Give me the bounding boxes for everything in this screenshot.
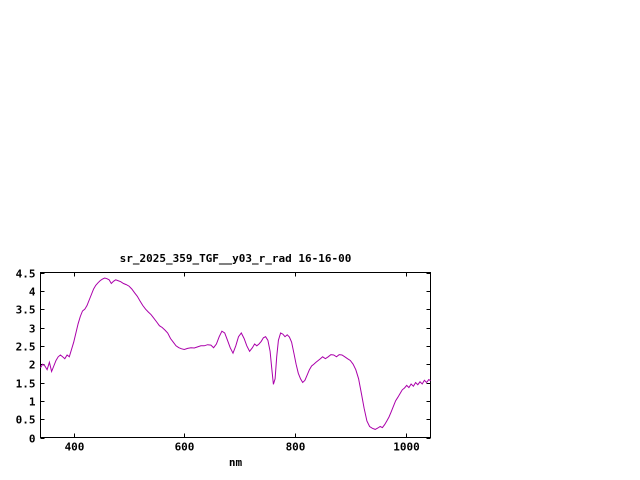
x-axis-label: nm bbox=[229, 456, 243, 469]
x-tick-label: 600 bbox=[175, 441, 195, 454]
axis-ticks bbox=[40, 272, 431, 439]
y-tick-label: 4.5 bbox=[16, 268, 36, 281]
spectrum-line bbox=[40, 277, 431, 430]
y-tick-label: 0.5 bbox=[16, 414, 36, 427]
y-tick-label: 2 bbox=[29, 359, 36, 372]
x-tick-label: 1000 bbox=[393, 441, 420, 454]
y-tick-label: 1 bbox=[29, 396, 36, 409]
y-tick-label: 3 bbox=[29, 323, 36, 336]
y-tick-label: 1.5 bbox=[16, 378, 36, 391]
y-tick-label: 4 bbox=[29, 286, 36, 299]
plot-border bbox=[40, 272, 431, 438]
y-tick-label: 2.5 bbox=[16, 341, 36, 354]
spectrum-line-group bbox=[40, 277, 431, 430]
x-tick-label: 400 bbox=[65, 441, 85, 454]
axis-tick-labels: 400 600 800 1000 0 0.5 1 1.5 2 2.5 3 3.5 4 4.5 bbox=[16, 268, 420, 454]
x-tick-label: 800 bbox=[286, 441, 306, 454]
y-tick-label: 3.5 bbox=[16, 304, 36, 317]
chart-title: sr_2025_359_TGF__y03_r_rad 16-16-00 bbox=[120, 252, 352, 265]
y-tick-label: 0 bbox=[29, 433, 36, 446]
